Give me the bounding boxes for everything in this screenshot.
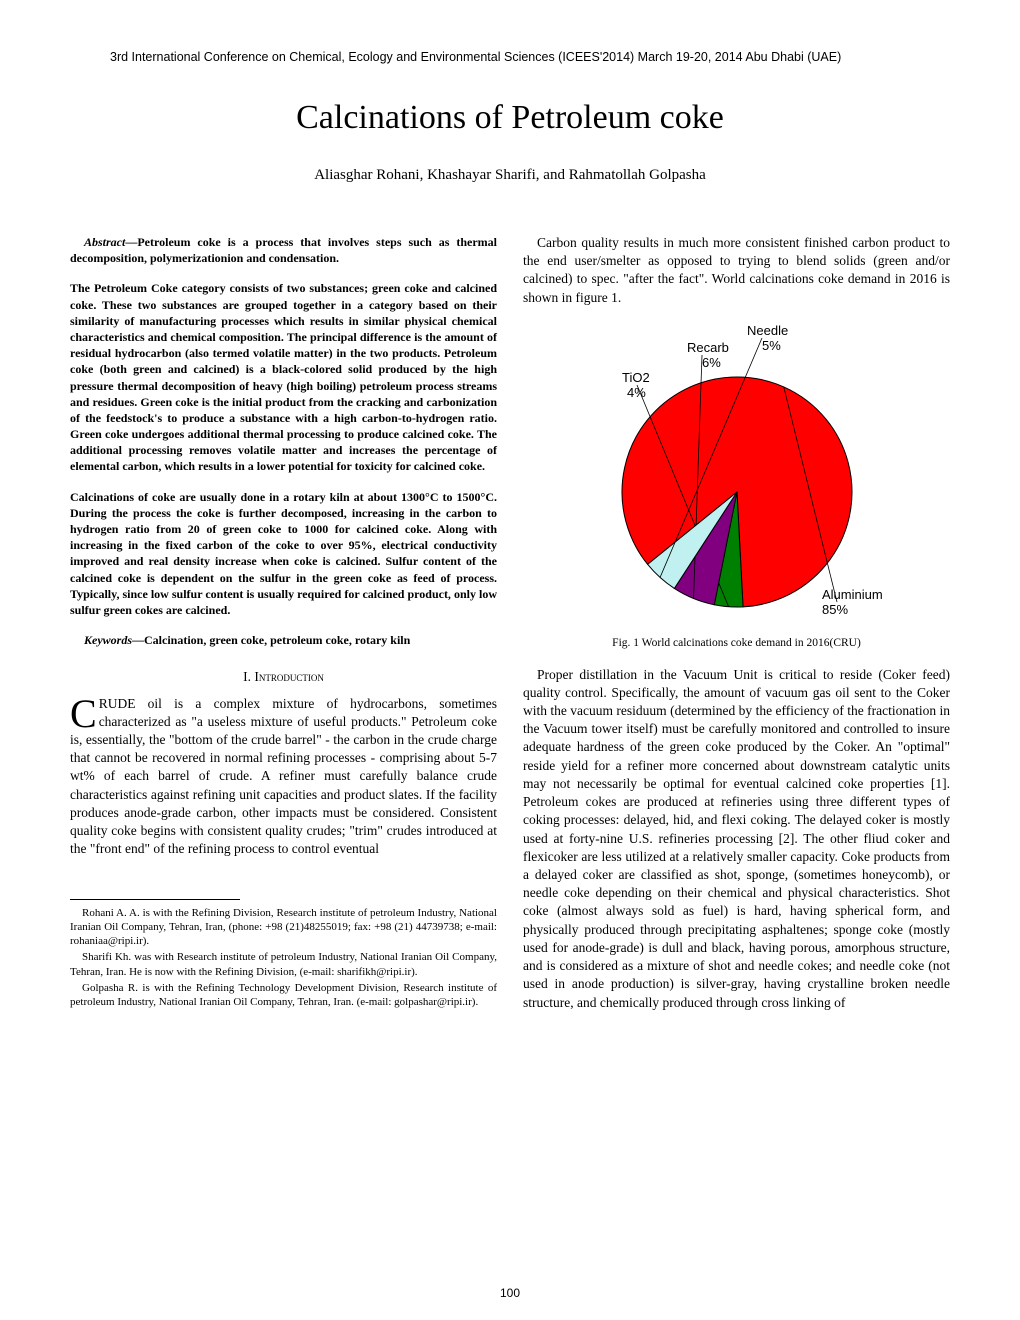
figure-1-caption: Fig. 1 World calcinations coke demand in… <box>523 636 950 652</box>
keywords-dash: — <box>132 633 144 647</box>
pie-pct-label: 5% <box>762 338 781 353</box>
figure-1: Aluminium TiO2 Recarb Needle 85% 4% 6% 5% Fig. … <box>523 317 950 652</box>
abstract-label: Abstract <box>84 235 125 249</box>
section-1-title: Introduction <box>254 669 324 684</box>
right-para-2: Proper distillation in the Vacuum Unit i… <box>523 666 950 1012</box>
conference-header: 3rd International Conference on Chemical… <box>110 50 950 64</box>
section-1-number: I. <box>243 669 251 684</box>
paper-title: Calcinations of Petroleum coke <box>70 99 950 137</box>
intro-text-1: RUDE oil is a complex mixture of hydroca… <box>70 696 497 857</box>
page-number: 100 <box>500 1286 520 1300</box>
footnote-1: Rohani A. A. is with the Refining Divisi… <box>70 906 497 949</box>
pie-pct-label: 6% <box>702 355 721 370</box>
keywords-label: Keywords <box>84 633 132 647</box>
dropcap: C <box>70 695 99 731</box>
footnote-3: Golpasha R. is with the Refining Technol… <box>70 981 497 1010</box>
pie-chart: Aluminium TiO2 Recarb Needle 85% 4% 6% 5% <box>557 317 917 627</box>
footnote-2: Sharifi Kh. was with Research institute … <box>70 950 497 979</box>
section-1-heading: I. Introduction <box>70 668 497 686</box>
abstract-lead: Abstract—Petroleum coke is a process tha… <box>70 234 497 266</box>
content-columns: Abstract—Petroleum coke is a process tha… <box>70 234 950 1012</box>
pie-pct-label: 4% <box>627 385 646 400</box>
footnote-rule <box>70 899 240 900</box>
abstract-body1: The Petroleum Coke category consists of … <box>70 280 497 474</box>
keywords-text: Calcination, green coke, petroleum coke,… <box>144 633 410 647</box>
authors: Aliasghar Rohani, Khashayar Sharifi, and… <box>70 167 950 184</box>
pie-label: Aluminium <box>822 587 883 602</box>
abstract-body2: Calcinations of coke are usually done in… <box>70 489 497 619</box>
pie-pct-label: 85% <box>822 602 848 617</box>
right-para-1: Carbon quality results in much more cons… <box>523 234 950 307</box>
abstract-dash: — <box>125 235 137 249</box>
intro-para-1: CRUDE oil is a complex mixture of hydroc… <box>70 695 497 859</box>
pie-label: Needle <box>747 323 788 338</box>
keywords: Keywords—Calcination, green coke, petrol… <box>70 632 497 648</box>
pie-label: Recarb <box>687 340 729 355</box>
pie-label: TiO2 <box>622 370 650 385</box>
